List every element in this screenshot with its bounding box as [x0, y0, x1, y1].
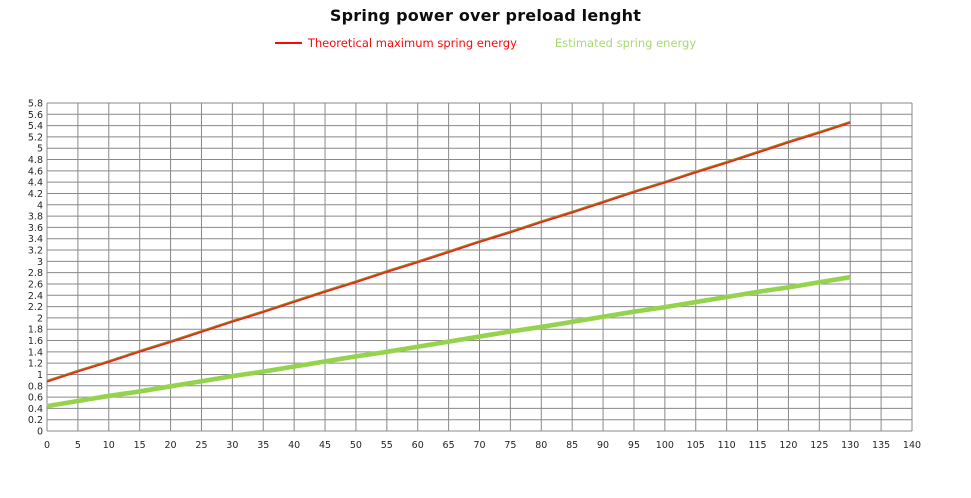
legend-label-theoretical: Theoretical maximum spring energy [307, 36, 517, 50]
x-tick-label: 70 [473, 440, 485, 451]
x-tick-label: 50 [350, 440, 362, 451]
x-tick-label: 100 [656, 440, 674, 451]
y-tick-label: 1.8 [28, 325, 43, 336]
y-tick-label: 2.6 [28, 279, 43, 290]
legend: Theoretical maximum spring energy Estima… [0, 36, 971, 50]
legend-entry-theoretical: Theoretical maximum spring energy [274, 36, 517, 50]
y-tick-label: 4.4 [28, 178, 43, 189]
y-tick-label: 5.8 [28, 99, 43, 110]
x-tick-label: 30 [226, 440, 238, 451]
legend-line-swatch-icon [274, 42, 302, 44]
x-tick-label: 40 [288, 440, 300, 451]
x-tick-label: 95 [628, 440, 640, 451]
chart-title: Spring power over preload lenght [329, 6, 642, 25]
y-tick-label: 4.6 [28, 166, 43, 177]
x-tick-label: 60 [412, 440, 424, 451]
x-tick-label: 85 [566, 440, 578, 451]
series-line-estimated-spring-energy [46, 274, 851, 409]
y-tick-label: 5 [37, 144, 43, 155]
x-tick-label: 120 [779, 440, 797, 451]
x-tick-label: 25 [195, 440, 207, 451]
x-tick-label: 140 [903, 440, 921, 451]
y-tick-label: 4 [37, 200, 43, 211]
y-tick-label: 0.6 [28, 393, 43, 404]
x-tick-label: 130 [841, 440, 859, 451]
x-tick-label: 35 [257, 440, 269, 451]
x-tick-label: 20 [165, 440, 177, 451]
y-tick-label: 4.8 [28, 155, 43, 166]
series-line-theoretical-maximum-spring-energy [46, 121, 851, 383]
y-tick-label: 2.4 [28, 291, 43, 302]
x-tick-label: 105 [687, 440, 705, 451]
y-tick-label: 5.4 [28, 121, 43, 132]
x-tick-label: 5 [75, 440, 81, 451]
y-tick-label: 0 [37, 427, 43, 438]
y-tick-label: 5.2 [28, 132, 43, 143]
x-tick-label: 0 [44, 440, 50, 451]
x-tick-label: 125 [810, 440, 828, 451]
y-tick-label: 2.8 [28, 268, 43, 279]
y-tick-label: 0.8 [28, 381, 43, 392]
x-tick-label: 65 [443, 440, 455, 451]
y-tick-label: 0.4 [28, 404, 43, 415]
x-tick-label: 75 [504, 440, 516, 451]
y-tick-label: 4.2 [28, 189, 43, 200]
trendline-overlay [46, 120, 851, 382]
y-tick-label: 1.6 [28, 336, 43, 347]
x-tick-label: 135 [872, 440, 890, 451]
y-tick-label: 3.8 [28, 212, 43, 223]
y-tick-label: 3.2 [28, 246, 43, 257]
y-tick-label: 5.6 [28, 110, 43, 121]
x-tick-label: 115 [748, 440, 766, 451]
y-tick-label: 0.2 [28, 415, 43, 426]
y-tick-label: 2 [37, 313, 43, 324]
x-tick-label: 90 [597, 440, 609, 451]
y-tick-label: 2.2 [28, 302, 43, 313]
y-tick-label: 3 [37, 257, 43, 268]
x-tick-label: 55 [381, 440, 393, 451]
legend-label-estimated: Estimated spring energy [554, 36, 697, 50]
x-tick-label: 80 [535, 440, 547, 451]
x-tick-label: 15 [134, 440, 146, 451]
y-tick-label: 3.6 [28, 223, 43, 234]
x-tick-label: 10 [103, 440, 115, 451]
x-tick-label: 110 [718, 440, 736, 451]
x-tick-label: 45 [319, 440, 331, 451]
y-tick-label: 1 [37, 370, 43, 381]
legend-entry-estimated: Estimated spring energy [555, 36, 696, 50]
y-tick-label: 3.4 [28, 234, 43, 245]
y-tick-label: 1.2 [28, 359, 43, 370]
y-tick-label: 1.4 [28, 347, 43, 358]
